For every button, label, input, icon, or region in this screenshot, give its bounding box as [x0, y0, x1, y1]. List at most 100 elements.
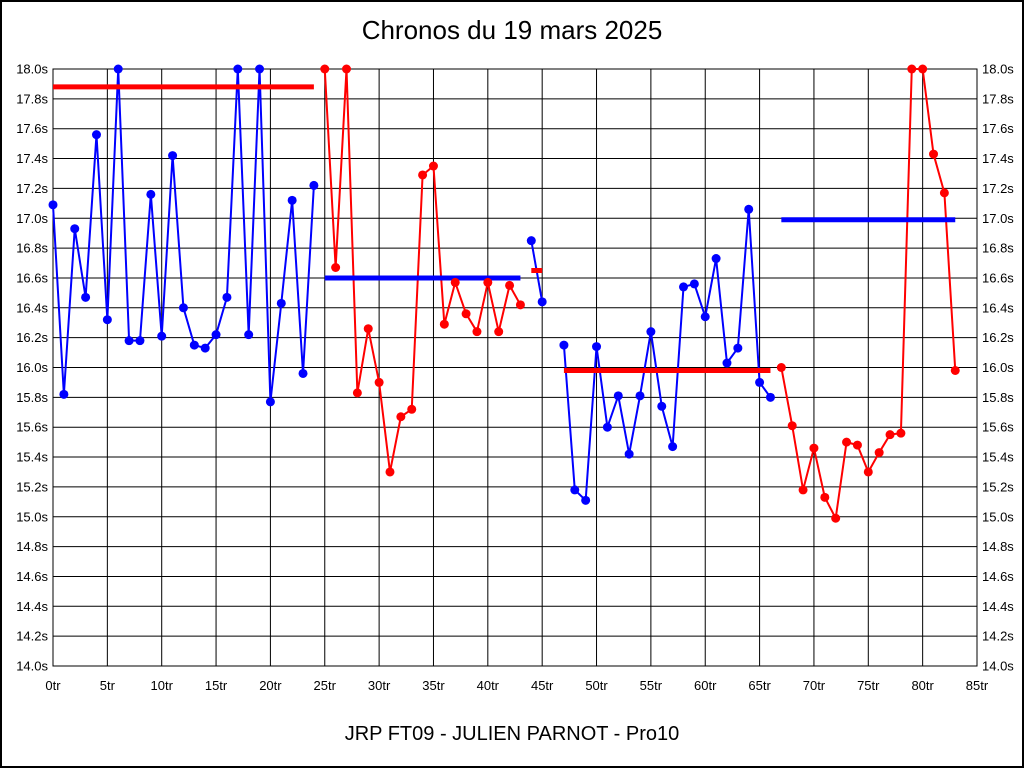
data-point-stint-5-red — [939, 188, 949, 198]
data-point-stint-4-blue — [559, 340, 569, 350]
data-point-stint-2-red — [483, 277, 493, 287]
y-axis-label-right: 17.8s — [982, 91, 1014, 106]
x-axis-label: 65tr — [748, 678, 771, 693]
y-axis-label-left: 14.2s — [16, 629, 48, 644]
data-point-stint-2-red — [515, 300, 525, 310]
data-point-stint-1-blue — [146, 189, 156, 199]
data-point-stint-2-red — [396, 412, 406, 422]
data-point-stint-2-red — [320, 64, 330, 74]
data-point-stint-2-red — [428, 161, 438, 171]
data-point-stint-1-blue — [91, 130, 101, 140]
data-point-stint-2-red — [363, 324, 373, 334]
y-axis-label-left: 16.4s — [16, 300, 48, 315]
y-axis-label-left: 15.0s — [16, 509, 48, 524]
data-point-stint-5-red — [776, 363, 786, 372]
y-axis-label-left: 14.0s — [16, 659, 48, 674]
x-axis-label: 80tr — [911, 678, 934, 693]
data-point-stint-4-blue — [570, 485, 580, 495]
data-point-stint-1-blue — [233, 64, 243, 74]
data-point-stint-1-blue — [265, 397, 275, 407]
y-axis-label-right: 14.4s — [982, 599, 1014, 614]
x-axis-label: 45tr — [531, 678, 554, 693]
y-axis-label-left: 17.6s — [16, 121, 48, 136]
chart-title: Chronos du 19 mars 2025 — [361, 15, 663, 45]
data-point-stint-2-red — [331, 263, 341, 273]
data-point-stint-5-red — [874, 448, 884, 458]
y-axis-label-left: 17.2s — [16, 181, 48, 196]
x-axis-label: 5tr — [100, 678, 116, 693]
data-point-stint-2-red — [352, 388, 362, 398]
y-axis-label-right: 16.6s — [982, 270, 1014, 285]
x-axis-label: 20tr — [259, 678, 282, 693]
x-axis-label: 55tr — [640, 678, 663, 693]
y-axis-label-left: 15.6s — [16, 420, 48, 435]
x-axis-label: 85tr — [966, 678, 989, 693]
y-axis-label-left: 17.0s — [16, 211, 48, 226]
data-point-stint-1-blue — [287, 195, 297, 205]
data-point-stint-1-blue — [211, 330, 221, 340]
data-point-stint-2-red — [439, 319, 449, 329]
y-axis-label-right: 14.0s — [982, 659, 1014, 674]
data-point-stint-5-red — [831, 513, 841, 523]
y-axis-label-left: 17.8s — [16, 91, 48, 106]
y-axis-label-right: 16.8s — [982, 241, 1014, 256]
data-point-stint-1-blue — [200, 343, 210, 353]
y-axis-label-left: 14.6s — [16, 569, 48, 584]
data-point-stint-4-blue — [592, 342, 602, 352]
data-point-stint-1-blue — [81, 292, 91, 302]
data-point-stint-2-red — [461, 309, 471, 319]
x-axis-label: 25tr — [314, 678, 337, 693]
data-point-stint-1-blue — [135, 336, 145, 346]
y-axis-label-left: 16.6s — [16, 270, 48, 285]
y-axis-label-right: 15.6s — [982, 420, 1014, 435]
data-point-stint-5-red — [918, 64, 928, 74]
x-axis-label: 60tr — [694, 678, 717, 693]
chart-footer: JRP FT09 - JULIEN PARNOT - Pro10 — [344, 723, 680, 745]
y-axis-label-left: 14.4s — [16, 599, 48, 614]
y-axis-label-right: 16.2s — [982, 330, 1014, 345]
y-axis-label-right: 17.4s — [982, 151, 1014, 166]
x-axis-label: 35tr — [422, 678, 445, 693]
y-axis-label-left: 15.2s — [16, 479, 48, 494]
y-axis-label-left: 15.4s — [16, 450, 48, 465]
data-point-stint-5-red — [885, 430, 895, 440]
y-axis-label-right: 14.6s — [982, 569, 1014, 584]
series-line-stint-1-blue — [52, 68, 315, 403]
data-point-stint-5-red — [798, 485, 808, 495]
data-point-stint-4-blue — [581, 495, 591, 505]
data-point-stint-4-blue — [635, 391, 645, 401]
data-point-stint-1-blue — [189, 340, 199, 350]
data-point-stint-1-blue — [309, 180, 319, 190]
x-axis-label: 75tr — [857, 678, 880, 693]
data-point-stint-2-red — [385, 467, 395, 477]
data-point-stint-4-blue — [602, 422, 612, 432]
y-axis-label-left: 15.8s — [16, 390, 48, 405]
y-axis-label-right: 15.4s — [982, 450, 1014, 465]
plot-border — [52, 68, 978, 667]
series-line-stint-2-red — [323, 68, 522, 473]
data-point-stint-1-blue — [178, 303, 188, 313]
data-point-stint-5-red — [842, 437, 852, 447]
data-point-stint-2-red — [418, 170, 428, 180]
data-point-stint-1-blue — [70, 224, 80, 234]
data-point-stint-1-blue — [113, 64, 123, 74]
data-point-stint-4-blue — [700, 312, 710, 322]
data-point-stint-4-blue — [755, 377, 765, 387]
data-point-stint-4-blue — [722, 358, 732, 368]
data-point-stint-2-red — [450, 277, 460, 287]
data-point-stint-4-blue — [744, 204, 754, 214]
y-axis-label-right: 17.6s — [982, 121, 1014, 136]
data-point-stint-4-blue — [678, 282, 688, 292]
data-point-stint-1-blue — [102, 315, 112, 325]
x-axis-label: 15tr — [205, 678, 228, 693]
y-axis-label-left: 16.0s — [16, 360, 48, 375]
y-axis-label-right: 17.0s — [982, 211, 1014, 226]
data-point-stint-5-red — [809, 443, 819, 453]
data-point-stint-5-red — [820, 492, 830, 502]
y-axis-label-left: 17.4s — [16, 151, 48, 166]
y-axis-label-right: 14.8s — [982, 539, 1014, 554]
y-axis-label-right: 15.2s — [982, 479, 1014, 494]
y-axis-label-left: 16.2s — [16, 330, 48, 345]
x-axis-label: 10tr — [151, 678, 174, 693]
data-point-stint-5-red — [929, 149, 939, 159]
